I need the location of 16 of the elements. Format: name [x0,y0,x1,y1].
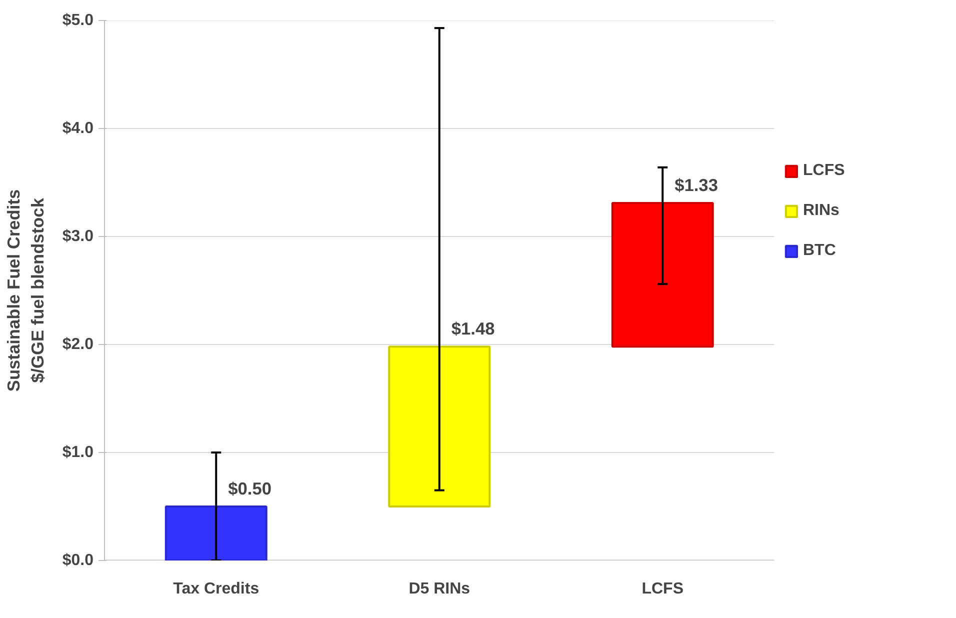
data-label: $0.50 [228,478,272,498]
y-tick-label: $2.0 [62,336,94,353]
x-tick-label: LCFS [642,580,684,598]
x-tick-label: D5 RINs [408,580,470,598]
y-axis-title: Sustainable Fuel Credits $/GGE fuel blendstock [3,189,48,392]
y-tick-label: $5.0 [62,12,94,29]
legend-label: RINs [803,202,840,220]
legend-label: LCFS [803,162,845,180]
legend-label: BTC [803,242,836,260]
y-tick-label: $3.0 [62,228,94,245]
y-tick-label: $4.0 [62,120,94,137]
data-label: $1.33 [674,175,718,196]
y-tick-label: $0.0 [62,552,94,569]
y-tick-label: $1.0 [62,444,94,461]
x-tick-label: Tax Credits [173,580,260,598]
data-label: $1.48 [451,318,496,339]
